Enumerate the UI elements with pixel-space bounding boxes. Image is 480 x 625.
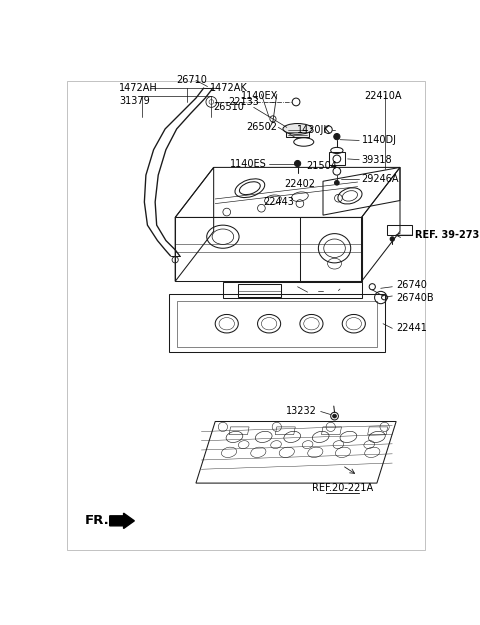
Text: 31379: 31379 (119, 96, 150, 106)
Circle shape (333, 414, 336, 418)
Text: REF. 39-273: REF. 39-273 (415, 230, 480, 240)
Text: 1472AK: 1472AK (210, 83, 248, 93)
Text: 22410A: 22410A (364, 91, 402, 101)
Text: 1140EX: 1140EX (240, 91, 278, 101)
Text: 1430JK: 1430JK (297, 124, 331, 134)
Text: 21504: 21504 (306, 161, 337, 171)
Text: 26710: 26710 (177, 76, 207, 86)
Text: 26740B: 26740B (396, 293, 434, 303)
Text: 29246A: 29246A (361, 174, 399, 184)
Text: 22443: 22443 (263, 197, 294, 207)
Text: 26510: 26510 (214, 102, 244, 112)
Text: 1140DJ: 1140DJ (361, 136, 396, 146)
Text: 22441: 22441 (396, 323, 427, 333)
Text: 1472AH: 1472AH (119, 83, 158, 93)
Circle shape (334, 134, 340, 139)
Text: 39318: 39318 (361, 155, 392, 165)
Circle shape (295, 161, 300, 167)
Text: FR.: FR. (84, 514, 109, 528)
Text: REF.20-221A: REF.20-221A (312, 484, 373, 494)
Text: 22402: 22402 (284, 179, 315, 189)
Text: 22133: 22133 (228, 97, 259, 107)
Ellipse shape (283, 124, 312, 134)
Text: 1140ES: 1140ES (230, 159, 267, 169)
Circle shape (335, 181, 339, 185)
Text: 26740: 26740 (396, 280, 427, 290)
FancyArrow shape (110, 513, 134, 529)
Circle shape (390, 237, 395, 241)
Text: 26502: 26502 (246, 122, 277, 132)
Text: 13232: 13232 (286, 406, 317, 416)
Polygon shape (286, 129, 309, 137)
